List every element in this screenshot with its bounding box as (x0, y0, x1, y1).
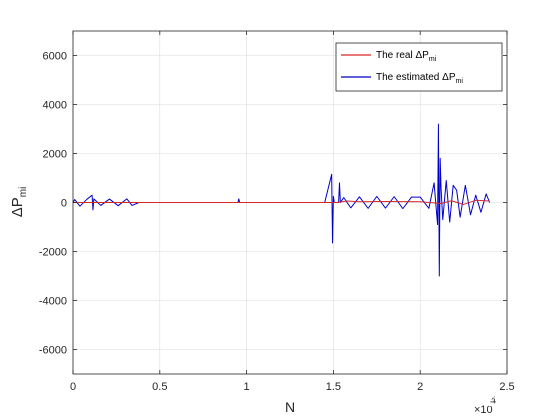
watermark: 掘金技术社区 @ 哥伦比亚开发 (361, 393, 552, 409)
legend-label-real-sub: mi (429, 56, 437, 63)
y-axis-label-group: ΔPmi (9, 187, 29, 218)
x-tick-label: 2.5 (499, 381, 514, 393)
legend: The real ΔPmi The estimated ΔPmi (335, 42, 503, 92)
y-ticks: -6000 -4000 -2000 0 2000 4000 6000 (39, 51, 507, 357)
y-tick-label: 0 (61, 198, 67, 210)
legend-box (335, 42, 503, 92)
y-axis-label-sub: mi (18, 187, 29, 198)
y-axis-label: ΔPmi (9, 187, 29, 218)
series-real (73, 199, 490, 205)
y-tick-label: 4000 (43, 100, 67, 112)
y-tick-label: 2000 (43, 149, 67, 161)
x-multiplier-exponent: 4 (490, 395, 496, 407)
legend-label-real: The real ΔPmi (376, 50, 437, 63)
x-tick-label: 2 (417, 381, 423, 393)
x-axis-label: N (285, 399, 295, 415)
x-tick-label: 0 (70, 381, 76, 393)
y-axis-label-main: ΔP (9, 197, 26, 217)
x-multiplier-label: ×10 (474, 404, 493, 416)
y-gridlines (73, 55, 507, 350)
y-tick-label: -2000 (39, 247, 67, 259)
x-ticks: 0 0.5 1 1.5 2 2.5 (70, 31, 515, 393)
legend-label-real-main: The real ΔP (376, 50, 429, 61)
x-tick-label: 1.5 (326, 381, 341, 393)
legend-label-estimated-main: The estimated ΔP (376, 72, 456, 83)
legend-label-estimated-sub: mi (456, 78, 464, 85)
series-layer (72, 123, 491, 277)
y-tick-label: -6000 (39, 345, 67, 357)
y-tick-label: 6000 (43, 51, 67, 63)
x-tick-label: 1 (244, 381, 250, 393)
x-tick-label: 0.5 (152, 381, 167, 393)
series-estimated (72, 123, 491, 277)
legend-label-estimated: The estimated ΔPmi (376, 72, 463, 85)
y-tick-label: -4000 (39, 296, 67, 308)
